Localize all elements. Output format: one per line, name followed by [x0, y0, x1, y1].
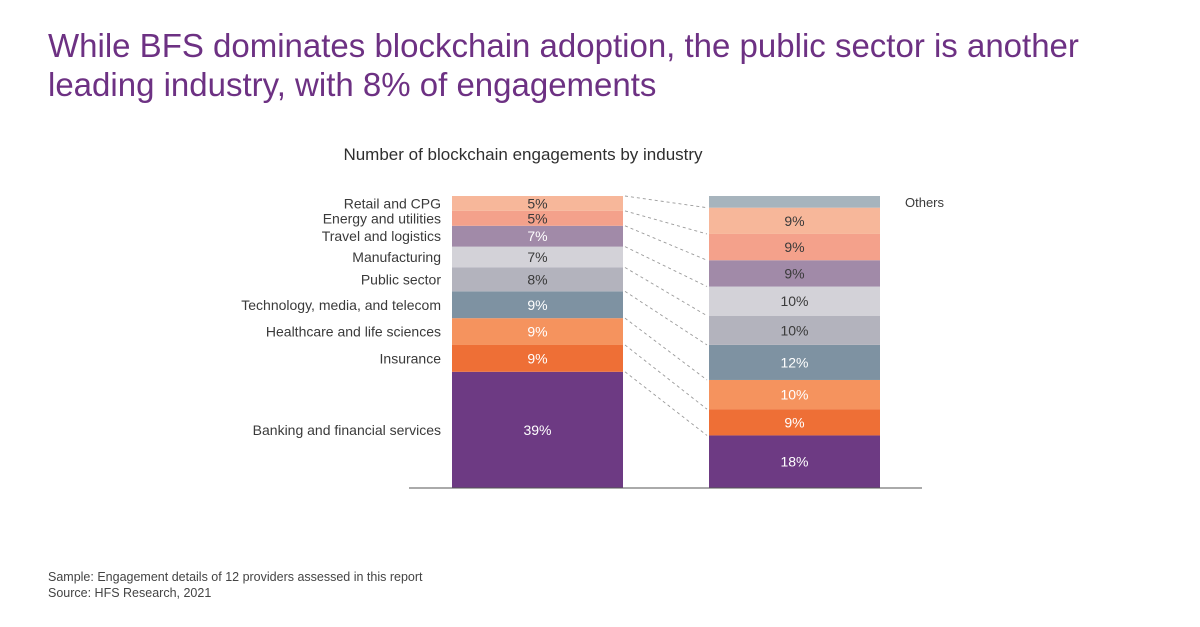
category-label-banking-and-financial-services: Banking and financial services	[253, 422, 441, 438]
connector-line	[624, 344, 708, 410]
bar-segment-1-public-sector	[452, 267, 623, 292]
chart-title: Number of blockchain engagements by indu…	[343, 145, 703, 164]
bar-segment-1-manufacturing	[452, 246, 623, 268]
bar-segment-2-banking-and-financial-services	[709, 435, 880, 488]
bar-segment-2-technology-media-and-telecom	[709, 344, 880, 380]
connector-line	[624, 371, 708, 436]
connector-line	[624, 267, 708, 317]
data-label-1-insurance: 9%	[527, 350, 547, 366]
bar-segment-1-technology-media-and-telecom	[452, 291, 623, 319]
connector-line	[624, 246, 708, 287]
data-label-2-energy-and-utilities: 9%	[784, 239, 804, 255]
bar-segment-1-healthcare-and-life-sciences	[452, 318, 623, 345]
bar-segment-1-insurance	[452, 344, 623, 372]
bar-segment-1-retail-and-cpg	[452, 196, 623, 211]
bar-segments	[452, 196, 880, 488]
connector-line	[624, 225, 708, 261]
bar-segment-2-retail-and-cpg	[709, 207, 880, 234]
data-label-2-healthcare-and-life-sciences: 10%	[780, 387, 808, 403]
data-label-1-public-sector: 8%	[527, 271, 547, 287]
data-label-1-manufacturing: 7%	[527, 249, 547, 265]
data-label-2-insurance: 9%	[784, 414, 804, 430]
connector-lines	[624, 195, 708, 436]
data-label-2-technology-media-and-telecom: 12%	[780, 354, 808, 370]
page-headline: While BFS dominates blockchain adoption,…	[48, 27, 1079, 103]
source-note: Source: HFS Research, 2021	[48, 586, 212, 600]
data-label-1-healthcare-and-life-sciences: 9%	[527, 324, 547, 340]
category-label-travel-and-logistics: Travel and logistics	[322, 228, 441, 244]
data-label-2-banking-and-financial-services: 18%	[780, 454, 808, 470]
data-label-1-technology-media-and-telecom: 9%	[527, 297, 547, 313]
category-label-insurance: Insurance	[380, 350, 442, 366]
data-label-2-manufacturing: 10%	[780, 293, 808, 309]
connector-line	[624, 210, 708, 235]
connector-line	[624, 317, 708, 381]
bar-segment-2-travel-and-logistics	[709, 260, 880, 287]
category-label-manufacturing: Manufacturing	[352, 249, 441, 265]
data-label-1-energy-and-utilities: 5%	[527, 210, 547, 226]
data-label-2-travel-and-logistics: 9%	[784, 265, 804, 281]
bar-segment-1-banking-and-financial-services	[452, 371, 623, 488]
category-label-retail-and-cpg: Retail and CPG	[344, 195, 441, 211]
data-label-1-banking-and-financial-services: 39%	[523, 422, 551, 438]
bar-segment-2-public-sector	[709, 315, 880, 345]
bar-segment-2-insurance	[709, 409, 880, 436]
category-label-healthcare-and-life-sciences: Healthcare and life sciences	[266, 324, 441, 340]
bar-segment-2-manufacturing	[709, 286, 880, 316]
category-label-energy-and-utilities: Energy and utilities	[323, 210, 441, 226]
bar-segment-2-healthcare-and-life-sciences	[709, 379, 880, 410]
chart-footnote: Sample: Engagement details of 12 provide…	[48, 569, 423, 601]
data-label-2-public-sector: 10%	[780, 322, 808, 338]
category-label-technology-media-and-telecom: Technology, media, and telecom	[241, 297, 441, 313]
others-label: Others	[905, 195, 945, 210]
bar-segment-2-others	[709, 196, 880, 208]
data-label-1-retail-and-cpg: 5%	[527, 195, 547, 211]
data-label-1-travel-and-logistics: 7%	[527, 228, 547, 244]
bar-segment-1-energy-and-utilities	[452, 210, 623, 226]
sample-note: Sample: Engagement details of 12 provide…	[48, 570, 423, 584]
bar-segment-2-energy-and-utilities	[709, 233, 880, 261]
bar-segment-1-travel-and-logistics	[452, 225, 623, 247]
category-label-public-sector: Public sector	[361, 271, 441, 287]
data-label-2-retail-and-cpg: 9%	[784, 213, 804, 229]
connector-line	[624, 290, 708, 346]
bar-labels: 39% Banking and financial services 9% Insur…	[241, 195, 944, 470]
connector-line	[624, 195, 708, 209]
